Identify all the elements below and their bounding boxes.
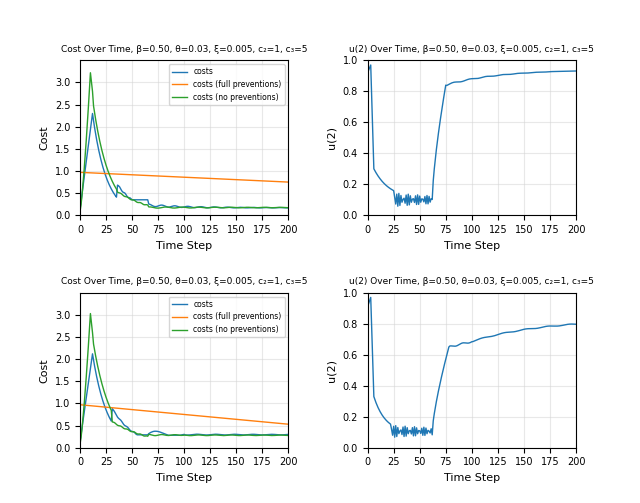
Line: costs: costs bbox=[80, 114, 289, 210]
costs (full preventions) bbox=[152, 409, 160, 415]
costs bbox=[153, 428, 161, 434]
X-axis label: Time Step: Time Step bbox=[156, 240, 212, 250]
Title: Cost Over Time, β=0.50, θ=0.03, ξ=0.005, c₂=1, c₃=5: Cost Over Time, β=0.50, θ=0.03, ξ=0.005,… bbox=[61, 278, 307, 286]
costs (full preventions) bbox=[76, 170, 84, 176]
costs (no preventions) bbox=[96, 138, 104, 144]
costs (full preventions) bbox=[152, 173, 160, 179]
costs bbox=[96, 152, 104, 158]
costs bbox=[77, 432, 85, 438]
costs bbox=[268, 431, 276, 437]
X-axis label: Time Step: Time Step bbox=[444, 240, 500, 250]
Y-axis label: u(2): u(2) bbox=[327, 126, 337, 149]
Legend: costs, costs (full preventions), costs (no preventions): costs, costs (full preventions), costs (… bbox=[169, 64, 285, 105]
costs (no preventions) bbox=[164, 204, 172, 210]
costs (no preventions) bbox=[189, 433, 197, 439]
Y-axis label: u(2): u(2) bbox=[327, 359, 337, 382]
costs (no preventions) bbox=[76, 209, 84, 215]
costs bbox=[153, 203, 161, 209]
costs (no preventions) bbox=[86, 70, 94, 76]
costs (no preventions) bbox=[268, 433, 276, 439]
costs (full preventions) bbox=[164, 174, 172, 180]
costs bbox=[189, 205, 197, 211]
costs bbox=[268, 205, 276, 211]
costs (full preventions) bbox=[77, 402, 85, 408]
Line: costs (no preventions): costs (no preventions) bbox=[80, 73, 289, 212]
Title: u(2) Over Time, β=0.50, θ=0.03, ξ=0.005, c₂=1, c₃=5: u(2) Over Time, β=0.50, θ=0.03, ξ=0.005,… bbox=[349, 45, 594, 54]
Y-axis label: Cost: Cost bbox=[39, 126, 49, 150]
costs (full preventions) bbox=[267, 178, 275, 184]
costs (no preventions) bbox=[86, 310, 94, 316]
Y-axis label: Cost: Cost bbox=[39, 358, 49, 382]
costs bbox=[96, 387, 104, 393]
costs bbox=[89, 111, 97, 117]
Line: costs: costs bbox=[80, 354, 289, 442]
costs (no preventions) bbox=[153, 433, 161, 439]
Legend: costs, costs (full preventions), costs (no preventions): costs, costs (full preventions), costs (… bbox=[169, 297, 285, 338]
Line: costs (full preventions): costs (full preventions) bbox=[80, 405, 289, 424]
costs (full preventions) bbox=[285, 421, 292, 427]
costs (no preventions) bbox=[285, 205, 292, 211]
costs bbox=[76, 207, 84, 213]
costs (no preventions) bbox=[164, 433, 172, 439]
costs (no preventions) bbox=[153, 205, 161, 211]
costs bbox=[285, 205, 292, 211]
costs (full preventions) bbox=[76, 402, 84, 408]
costs bbox=[164, 204, 172, 210]
costs (full preventions) bbox=[189, 412, 196, 418]
costs (full preventions) bbox=[267, 420, 275, 426]
costs (no preventions) bbox=[268, 205, 276, 211]
costs bbox=[189, 432, 197, 438]
costs bbox=[89, 351, 97, 357]
Title: u(2) Over Time, β=0.50, θ=0.03, ξ=0.005, c₂=1, c₃=5: u(2) Over Time, β=0.50, θ=0.03, ξ=0.005,… bbox=[349, 278, 594, 286]
X-axis label: Time Step: Time Step bbox=[156, 473, 212, 483]
costs (full preventions) bbox=[95, 170, 102, 176]
costs bbox=[77, 199, 85, 205]
costs (full preventions) bbox=[95, 403, 102, 409]
costs bbox=[285, 432, 292, 438]
costs bbox=[164, 432, 172, 438]
costs bbox=[76, 439, 84, 445]
Line: costs (full preventions): costs (full preventions) bbox=[80, 173, 289, 182]
costs (full preventions) bbox=[189, 175, 196, 181]
costs (full preventions) bbox=[77, 170, 85, 176]
costs (no preventions) bbox=[77, 202, 85, 208]
Title: Cost Over Time, β=0.50, θ=0.03, ξ=0.005, c₂=1, c₃=5: Cost Over Time, β=0.50, θ=0.03, ξ=0.005,… bbox=[61, 45, 307, 54]
X-axis label: Time Step: Time Step bbox=[444, 473, 500, 483]
costs (full preventions) bbox=[164, 410, 172, 416]
Line: costs (no preventions): costs (no preventions) bbox=[80, 313, 289, 444]
costs (no preventions) bbox=[76, 441, 84, 447]
costs (full preventions) bbox=[285, 179, 292, 185]
costs (no preventions) bbox=[77, 435, 85, 441]
costs (no preventions) bbox=[189, 205, 197, 211]
costs (no preventions) bbox=[96, 372, 104, 378]
costs (no preventions) bbox=[285, 433, 292, 439]
